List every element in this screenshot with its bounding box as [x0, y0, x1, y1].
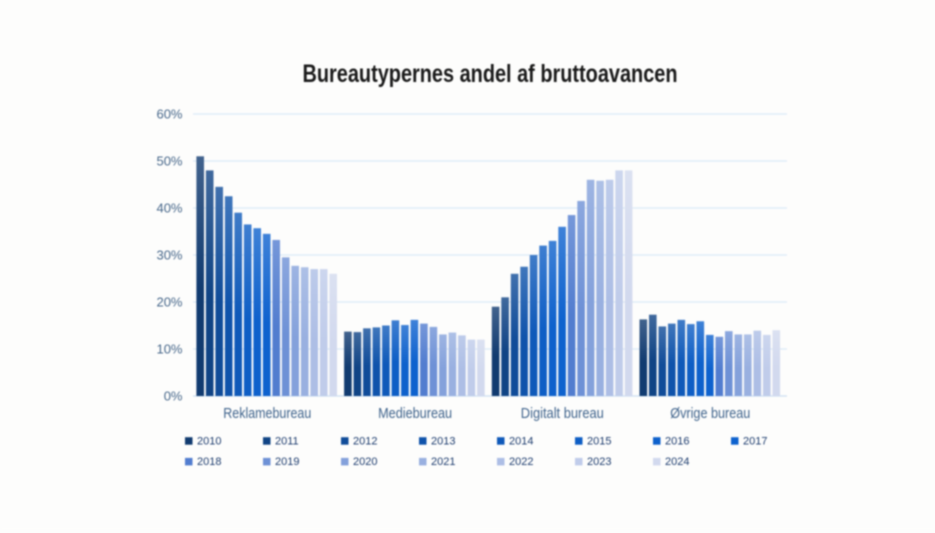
svg-text:2012: 2012 [353, 435, 377, 447]
svg-text:2010: 2010 [197, 435, 221, 447]
svg-text:2017: 2017 [743, 435, 767, 447]
svg-text:60%: 60% [156, 106, 182, 121]
svg-text:2019: 2019 [275, 456, 299, 468]
svg-text:50%: 50% [156, 153, 182, 168]
svg-text:2021: 2021 [431, 456, 455, 468]
svg-text:2011: 2011 [275, 435, 299, 447]
svg-text:20%: 20% [156, 294, 182, 309]
svg-text:2022: 2022 [509, 456, 533, 468]
svg-text:2016: 2016 [665, 435, 689, 447]
svg-text:Øvrige bureau: Øvrige bureau [670, 405, 750, 422]
svg-text:2013: 2013 [431, 435, 455, 447]
svg-text:Digitalt bureau: Digitalt bureau [521, 405, 604, 422]
svg-text:Reklamebureau: Reklamebureau [223, 405, 311, 422]
svg-text:30%: 30% [156, 247, 182, 262]
svg-text:40%: 40% [156, 200, 182, 215]
svg-text:2015: 2015 [587, 435, 611, 447]
svg-text:2023: 2023 [587, 456, 611, 468]
svg-text:Bureautypernes andel af brutto: Bureautypernes andel af bruttoavancen [303, 60, 678, 88]
svg-text:2014: 2014 [509, 435, 533, 447]
svg-text:2020: 2020 [353, 456, 377, 468]
svg-text:2024: 2024 [665, 456, 689, 468]
svg-text:0%: 0% [164, 388, 183, 403]
svg-text:10%: 10% [156, 341, 182, 356]
svg-text:2018: 2018 [197, 456, 221, 468]
svg-text:Mediebureau: Mediebureau [378, 405, 452, 422]
